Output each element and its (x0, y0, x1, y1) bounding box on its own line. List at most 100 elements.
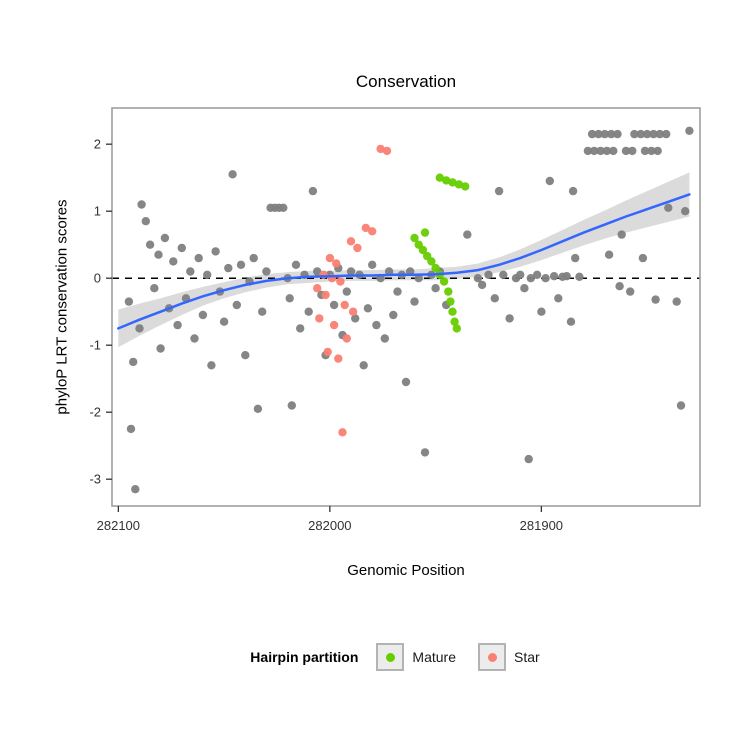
point-other (304, 307, 313, 316)
point-other (590, 146, 599, 156)
point-other (532, 270, 542, 279)
y-tick-label: -2 (89, 405, 101, 420)
point-other (173, 320, 182, 330)
point-other (389, 310, 398, 320)
point-star (353, 243, 362, 253)
point-star (338, 428, 347, 437)
legend-key-box-mature (376, 643, 405, 671)
point-other (600, 129, 609, 139)
point-other (494, 186, 504, 196)
point-other (604, 250, 614, 259)
point-other (154, 250, 163, 259)
point-other (313, 267, 322, 276)
point-other (640, 146, 650, 156)
point-other (545, 176, 554, 186)
point-other (351, 314, 360, 323)
point-other (372, 320, 381, 330)
point-mature (439, 277, 449, 286)
point-other (380, 334, 389, 343)
point-other (636, 129, 645, 139)
point-star (346, 237, 356, 246)
point-other (279, 203, 288, 212)
point-other (541, 274, 550, 283)
point-other (145, 240, 155, 249)
point-other (262, 267, 271, 276)
point-other (571, 253, 580, 263)
point-star (325, 253, 335, 263)
point-mature (431, 263, 440, 273)
point-star (319, 270, 328, 279)
point-star (336, 277, 345, 286)
point-other (520, 284, 529, 293)
point-other (150, 284, 159, 293)
point-other (524, 454, 533, 464)
point-star (376, 144, 385, 154)
point-star (321, 290, 330, 300)
legend: Hairpin partition Mature Star (112, 640, 700, 674)
point-star (315, 314, 324, 323)
point-mature (420, 228, 430, 237)
chart-title: Conservation (355, 72, 457, 91)
point-mature (442, 176, 451, 185)
point-other (505, 314, 514, 323)
legend-item-mature: Mature (376, 643, 456, 671)
point-other (228, 170, 237, 179)
point-star (342, 334, 351, 343)
point-other (177, 243, 186, 253)
point-other (137, 200, 146, 209)
point-other (613, 129, 622, 139)
point-other (516, 270, 525, 279)
point-other (124, 297, 134, 306)
point-other (296, 324, 305, 333)
point-other (651, 295, 660, 304)
point-other (129, 357, 138, 367)
point-mature (452, 324, 461, 333)
point-other (253, 404, 263, 413)
point-other (583, 146, 593, 156)
x-axis-label: Genomic Position (347, 562, 465, 579)
legend-label-star: Star (514, 649, 540, 665)
point-mature (461, 182, 470, 191)
point-mature (427, 257, 436, 266)
point-other (393, 287, 402, 296)
point-other (642, 129, 652, 139)
point-other (207, 361, 216, 370)
point-other (575, 272, 584, 281)
point-mature (410, 233, 419, 243)
point-other (203, 270, 212, 279)
point-other (249, 253, 258, 263)
point-mature (446, 297, 455, 306)
point-other (131, 485, 140, 494)
point-other (484, 270, 493, 279)
point-other (499, 270, 508, 279)
point-other (554, 294, 563, 303)
point-other (568, 186, 578, 196)
point-other (617, 230, 626, 239)
point-star (334, 354, 343, 363)
point-other (653, 146, 662, 156)
point-star (313, 284, 322, 293)
point-other (368, 260, 377, 269)
point-other (473, 274, 483, 283)
point-other (384, 267, 394, 276)
point-other (596, 146, 605, 156)
point-other (160, 233, 170, 243)
point-other (287, 401, 296, 410)
point-other (549, 272, 559, 281)
point-other (126, 424, 136, 434)
point-star (329, 320, 339, 330)
point-other (291, 260, 301, 269)
point-other (685, 126, 694, 135)
point-other (463, 230, 472, 239)
point-other (190, 334, 199, 343)
point-mature (450, 317, 459, 326)
point-other (308, 186, 318, 196)
x-tick-label: 282000 (308, 518, 351, 533)
point-other (141, 217, 150, 226)
point-other (363, 304, 373, 313)
x-tick-label: 282100 (97, 518, 140, 533)
point-other (211, 247, 220, 256)
point-other (587, 129, 597, 139)
